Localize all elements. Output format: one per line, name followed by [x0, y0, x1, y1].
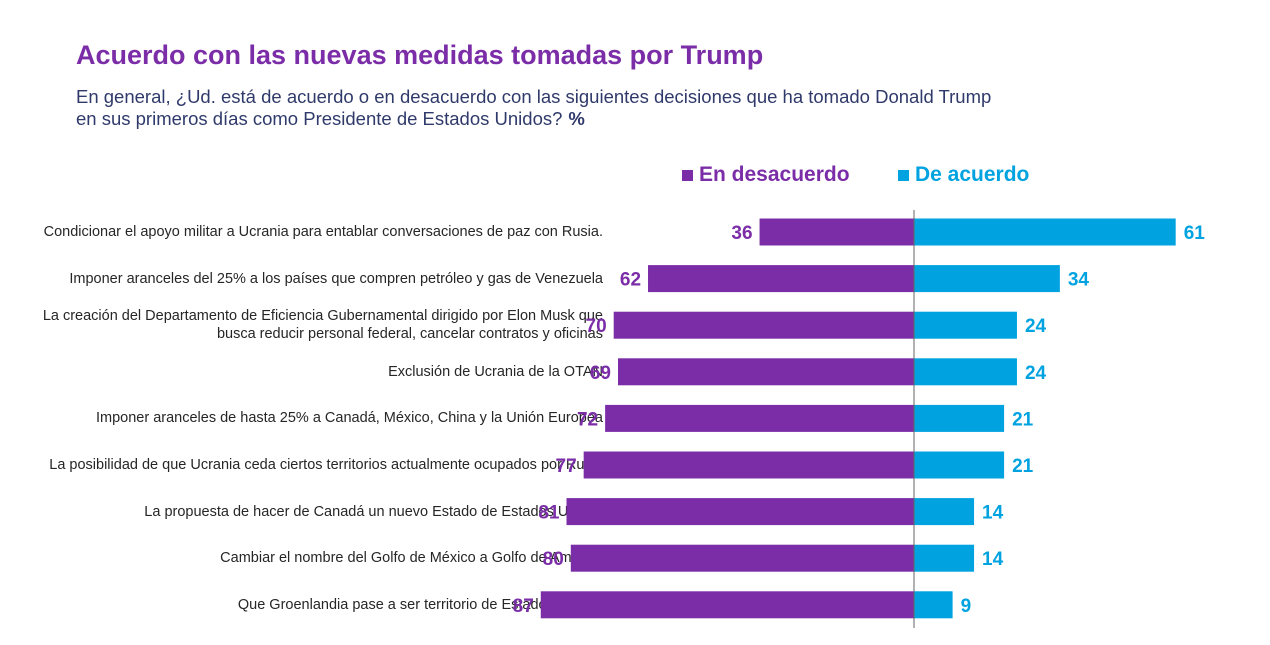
- bar-agree: [914, 544, 975, 572]
- value-label-disagree: 69: [590, 363, 611, 384]
- legend-agree-label: De acuerdo: [915, 163, 1030, 186]
- value-label-disagree: 87: [513, 596, 534, 617]
- bar-disagree: [617, 358, 914, 386]
- value-label-agree: 14: [982, 549, 1004, 570]
- category-label: La creación del Departamento de Eficienc…: [42, 308, 603, 343]
- bar-agree: [914, 218, 1176, 246]
- category-label: La posibilidad de que Ucrania ceda ciert…: [49, 457, 603, 473]
- value-label-agree: 9: [961, 596, 972, 617]
- bar-disagree: [566, 498, 914, 526]
- value-label-disagree: 80: [543, 549, 564, 570]
- bar-disagree: [583, 451, 914, 479]
- value-label-disagree: 70: [586, 316, 607, 337]
- legend-agree-swatch: [898, 169, 909, 181]
- bar-agree: [914, 591, 953, 619]
- bar-disagree: [540, 591, 914, 619]
- chart-subtitle: En general, ¿Ud. está de acuerdo o en de…: [76, 86, 1006, 130]
- value-label-disagree: 77: [556, 456, 577, 477]
- value-label-agree: 34: [1068, 270, 1090, 291]
- legend-disagree-swatch: [682, 169, 693, 181]
- legend-agree: De acuerdo: [898, 163, 1029, 187]
- category-label: Cambiar el nombre del Golfo de México a …: [220, 550, 603, 567]
- category-label: Exclusión de Ucrania de la OTAN: [388, 363, 603, 380]
- bar-disagree: [570, 544, 914, 572]
- value-label-disagree: 36: [731, 223, 752, 244]
- category-label: Que Groenlandia pase a ser territorio de…: [237, 596, 603, 613]
- bar-disagree: [648, 265, 914, 293]
- value-label-agree: 14: [982, 503, 1004, 524]
- value-label-agree: 21: [1012, 456, 1034, 477]
- bar-agree: [914, 265, 1060, 293]
- bar-agree: [914, 311, 1017, 339]
- bar-disagree: [605, 404, 914, 432]
- legend-disagree: En desacuerdo: [682, 163, 850, 187]
- bar-agree: [914, 404, 1005, 432]
- subtitle-text: En general, ¿Ud. está de acuerdo o en de…: [76, 86, 992, 129]
- bar-disagree: [759, 218, 914, 246]
- value-label-agree: 24: [1025, 363, 1047, 384]
- chart-title: Acuerdo con las nuevas medidas tomadas p…: [76, 40, 764, 70]
- value-label-agree: 21: [1012, 409, 1034, 430]
- unit-label: %: [568, 108, 585, 129]
- bar-agree: [914, 498, 975, 526]
- category-label: La propuesta de hacer de Canadá un nuevo…: [144, 503, 603, 520]
- legend-disagree-label: En desacuerdo: [699, 163, 850, 186]
- value-label-disagree: 62: [620, 270, 641, 291]
- value-label-agree: 24: [1025, 316, 1047, 337]
- bar-agree: [914, 358, 1017, 386]
- value-label-disagree: 81: [538, 503, 560, 524]
- bar-disagree: [613, 311, 914, 339]
- value-label-disagree: 72: [577, 409, 598, 430]
- value-label-agree: 61: [1184, 223, 1206, 244]
- category-label: Imponer aranceles de hasta 25% a Canadá,…: [96, 410, 603, 427]
- bar-agree: [914, 451, 1005, 479]
- category-label: Condicionar el apoyo militar a Ucrania p…: [43, 224, 603, 240]
- category-label: Imponer aranceles del 25% a los países q…: [69, 270, 603, 287]
